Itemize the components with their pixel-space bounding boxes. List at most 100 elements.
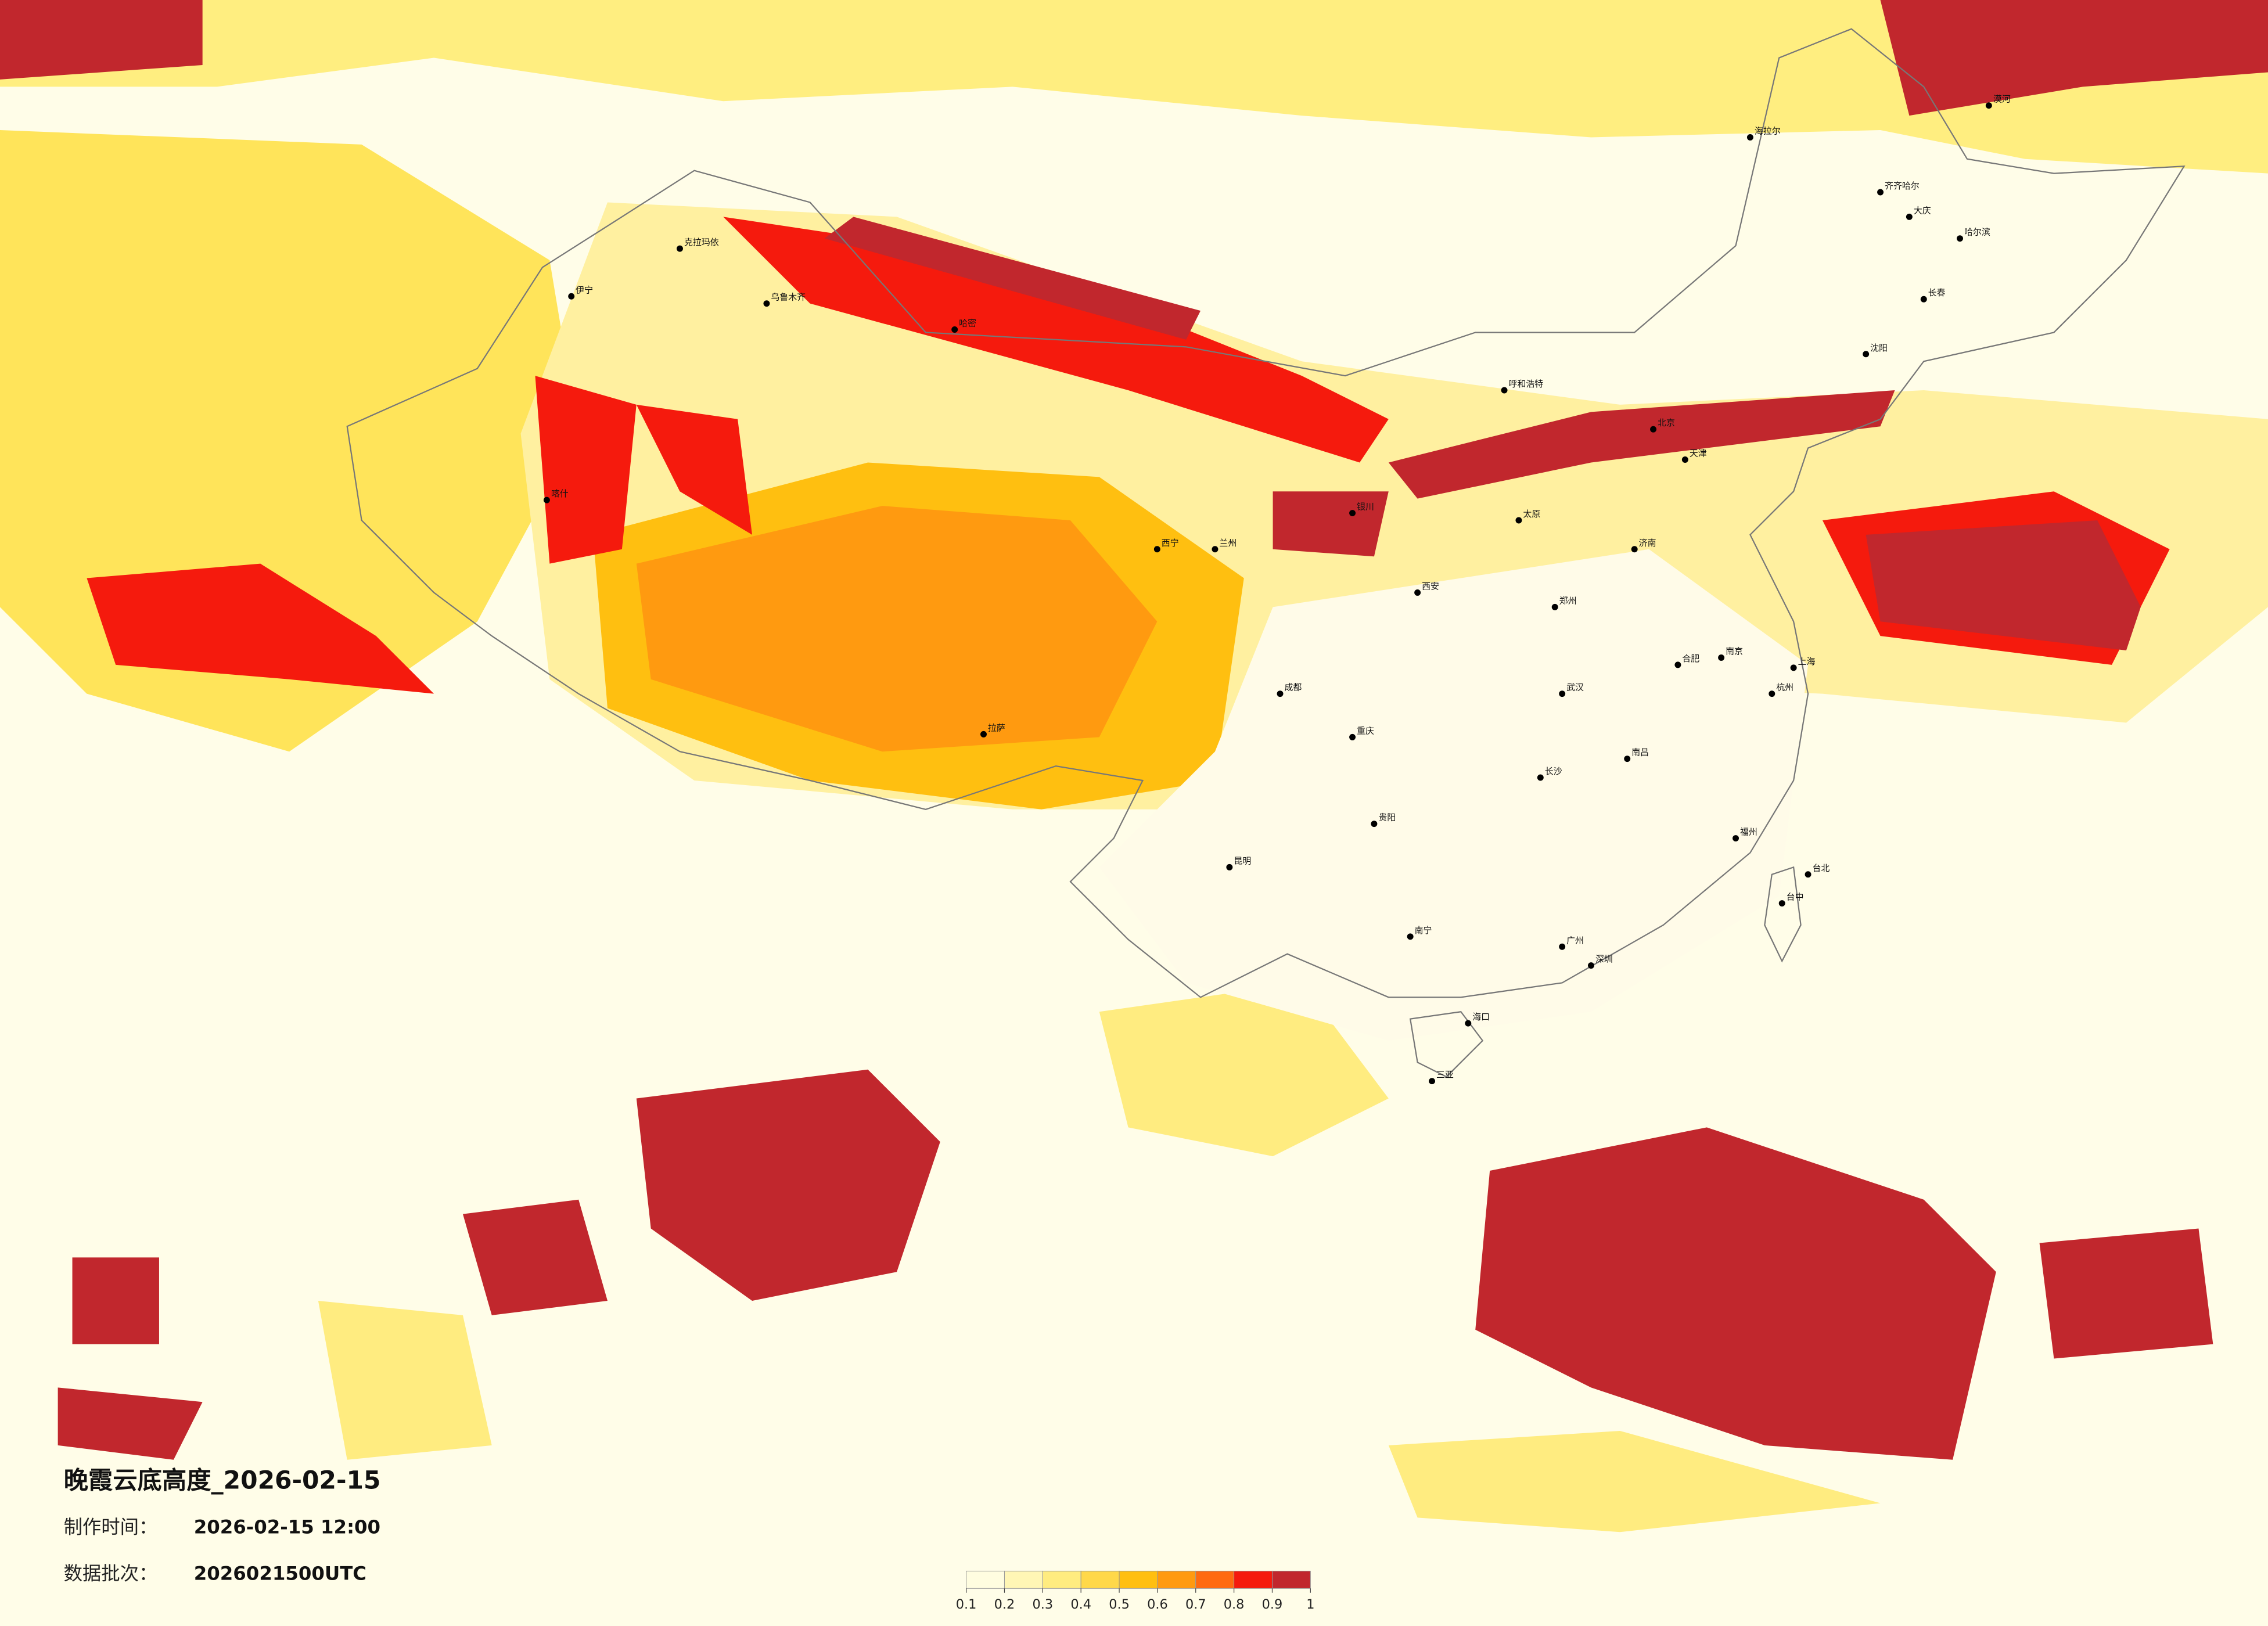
- colorbar-box: [1080, 1570, 1120, 1589]
- city-dot: [1537, 774, 1544, 781]
- city-dot: [1501, 387, 1508, 394]
- city-dot: [1778, 900, 1785, 907]
- city-dot: [543, 497, 550, 503]
- city-dot: [1631, 546, 1638, 553]
- city-label: 济南: [1639, 538, 1656, 548]
- colorbar-box: [966, 1570, 1005, 1589]
- city-label: 西安: [1422, 581, 1439, 591]
- colorbar-label: 0.5: [1109, 1597, 1130, 1612]
- island-outline: [1409, 866, 1802, 1078]
- city-label: 台北: [1813, 863, 1830, 873]
- city-label: 南宁: [1415, 925, 1432, 936]
- city-label: 拉萨: [988, 722, 1005, 733]
- city-dot: [1277, 690, 1284, 697]
- city-dot: [1349, 733, 1356, 740]
- city-dot: [1559, 943, 1566, 950]
- city-label: 长沙: [1545, 766, 1562, 776]
- city-label: 昆明: [1234, 855, 1251, 866]
- city-label: 福州: [1740, 827, 1757, 837]
- city-label: 成都: [1285, 682, 1302, 693]
- country-outline: [346, 28, 2186, 998]
- city-dot: [1153, 546, 1160, 553]
- colorbar: 0.1 0.2 0.3 0.4 0.5 0.6 0.7 0.8 0.9 1: [956, 1570, 1314, 1612]
- colorbar-label: 0.2: [994, 1597, 1015, 1612]
- colorbar-label: 0.6: [1147, 1597, 1168, 1612]
- city-label: 台中: [1787, 892, 1804, 902]
- colorbar-label: 0.9: [1262, 1597, 1283, 1612]
- city-dot: [1212, 546, 1219, 553]
- city-label: 太原: [1523, 509, 1540, 519]
- city-dot: [763, 300, 770, 307]
- city-dot: [1769, 690, 1775, 697]
- city-dot: [1349, 510, 1356, 517]
- colorbar-box: [1271, 1570, 1311, 1589]
- city-label: 喀什: [551, 488, 569, 499]
- colorbar-label: 0.8: [1224, 1597, 1245, 1612]
- city-dot: [1681, 456, 1688, 463]
- city-dot: [1877, 189, 1884, 196]
- city-label: 银川: [1357, 502, 1374, 512]
- city-label: 西宁: [1162, 538, 1179, 548]
- city-dot: [1674, 661, 1681, 668]
- city-label: 齐齐哈尔: [1885, 181, 1920, 191]
- city-dot: [568, 293, 575, 300]
- city-label: 兰州: [1219, 538, 1237, 548]
- city-label: 伊宁: [576, 285, 593, 295]
- city-dot: [1465, 1020, 1472, 1027]
- city-label: 天津: [1690, 448, 1707, 459]
- batch: 2026021500UTC: [194, 1562, 366, 1584]
- made-label: 制作时间：: [64, 1516, 158, 1538]
- city-label: 合肥: [1682, 653, 1699, 664]
- colorbar-box: [1042, 1570, 1081, 1589]
- city-dot: [1985, 102, 1992, 109]
- city-label: 贵阳: [1378, 812, 1396, 823]
- city-dot: [1957, 235, 1964, 242]
- cloud-field: [0, 0, 2268, 1533]
- city-label: 漠河: [1993, 94, 2011, 105]
- colorbar-label: 0.7: [1185, 1597, 1206, 1612]
- title: 晚霞云底高度_2026-02-15: [64, 1466, 381, 1495]
- colorbar-label: 0.1: [956, 1597, 977, 1612]
- colorbar-label: 1: [1306, 1597, 1314, 1612]
- city-dot: [980, 731, 987, 738]
- city-dot: [1863, 351, 1870, 358]
- colorbar-box: [1157, 1570, 1196, 1589]
- city-dot: [951, 326, 958, 333]
- city-dot: [1650, 426, 1657, 433]
- colorbar-label: 0.3: [1033, 1597, 1054, 1612]
- city-dot: [1624, 756, 1631, 762]
- city-label: 哈密: [959, 318, 976, 329]
- city-dot: [1371, 821, 1378, 828]
- batch-label: 数据批次：: [64, 1562, 158, 1584]
- city-label: 南昌: [1631, 747, 1649, 758]
- city-label: 海拉尔: [1755, 125, 1781, 136]
- colorbar-label: 0.4: [1070, 1597, 1091, 1612]
- city-dot: [1559, 690, 1566, 697]
- made-time: 2026-02-15 12:00: [194, 1516, 380, 1538]
- city-label: 杭州: [1776, 682, 1793, 693]
- city-label: 武汉: [1566, 682, 1584, 693]
- city-label: 上海: [1798, 656, 1816, 667]
- city-dot: [1733, 835, 1739, 842]
- city-label: 深圳: [1595, 954, 1613, 965]
- city-dot: [1226, 864, 1233, 870]
- city-label: 南京: [1726, 646, 1743, 656]
- city-dot: [1429, 1078, 1436, 1085]
- city-label: 克拉玛依: [684, 237, 719, 247]
- city-label: 三亚: [1436, 1070, 1454, 1080]
- city-dot: [1551, 603, 1558, 610]
- city-label: 乌鲁木齐: [771, 292, 806, 303]
- city-label: 哈尔滨: [1964, 227, 1990, 238]
- city-dot: [1920, 296, 1927, 303]
- city-label: 呼和浩特: [1509, 379, 1544, 389]
- city-label: 长春: [1928, 287, 1946, 298]
- city-label: 北京: [1658, 418, 1675, 428]
- city-dot: [1407, 933, 1414, 940]
- city-dot: [1587, 962, 1594, 969]
- city-dot: [677, 245, 683, 252]
- city-dot: [1515, 517, 1522, 524]
- colorbar-box: [1119, 1570, 1158, 1589]
